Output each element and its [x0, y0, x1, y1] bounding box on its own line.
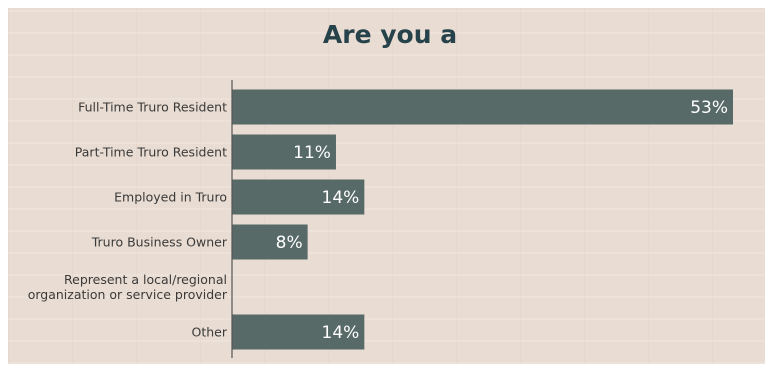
bar-5 — [232, 314, 365, 350]
category-label-2: Employed in Truro — [114, 190, 227, 205]
bar-2 — [232, 179, 365, 215]
category-label-0: Full-Time Truro Resident — [78, 100, 227, 115]
category-label-4: Represent a local/regional organization o… — [28, 272, 228, 302]
category-label-5: Other — [192, 325, 228, 340]
value-label-5: 14% — [322, 323, 360, 343]
bar-3 — [232, 224, 308, 260]
bar-0 — [232, 89, 733, 125]
value-label-2: 14% — [322, 188, 360, 208]
value-label-3: 8% — [276, 233, 303, 253]
category-label-1: Part-Time Truro Resident — [75, 145, 227, 160]
category-labels-group: Full-Time Truro Resident Part-Time Truro … — [28, 100, 228, 340]
value-label-0: 53% — [690, 98, 728, 118]
category-label-3: Truro Business Owner — [91, 235, 228, 250]
value-label-1: 11% — [293, 143, 331, 163]
bars-group — [232, 89, 733, 350]
bar-chart: Are you a Full-Time Truro Resident Part-T… — [28, 20, 733, 358]
chart-title: Are you a — [323, 20, 457, 49]
value-labels-group: 53% 11% 14% 8% 14% — [276, 98, 728, 343]
chart-frame: Are you a Full-Time Truro Resident Part-T… — [8, 8, 765, 364]
bar-1 — [232, 134, 336, 170]
